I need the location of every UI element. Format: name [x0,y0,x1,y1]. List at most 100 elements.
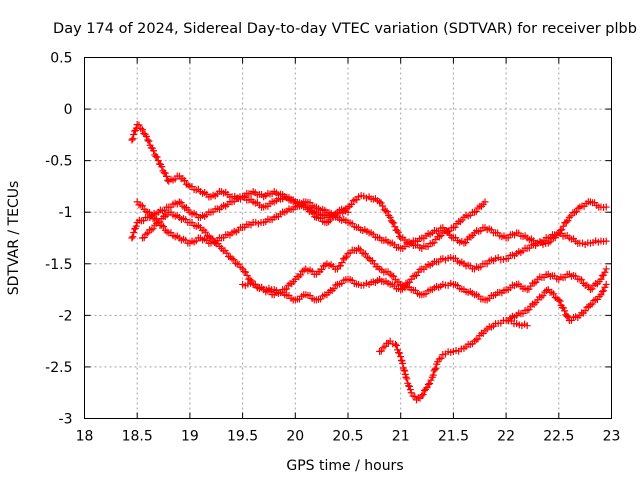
data-point [472,336,480,344]
data-point [326,216,334,224]
data-point [572,208,580,216]
data-point [597,275,605,283]
data-point [555,296,563,304]
data-point [232,259,240,267]
y-tick-label: 0.5 [50,51,72,67]
data-point [472,208,480,216]
data-point [406,386,414,394]
x-tick-label: 22.5 [543,429,574,445]
x-tick-label: 20 [286,429,304,445]
data-point [405,382,413,390]
axis-ticks: 18 18.5 19 19.5 20 20.5 21 21.5 22 22.5 23 0.5 0 -0.5… [45,51,620,445]
data-point [202,228,210,236]
series-track-7 [502,280,610,325]
data-point [129,135,137,143]
data-point [160,223,168,231]
data-point [430,239,438,247]
data-point [158,163,166,171]
data-point [377,199,385,207]
data-point [356,246,364,254]
data-point [140,234,148,242]
data-point [432,364,440,372]
data-point [161,169,169,177]
data-point [138,202,146,210]
data-point [376,198,384,206]
data-point [309,209,317,217]
data-point [567,212,575,220]
data-point [132,222,140,230]
data-point [379,344,387,352]
data-point [444,228,452,236]
data-point [481,198,489,206]
data-point [389,218,397,226]
chart-title: Day 174 of 2024, Sidereal Day-to-day VTE… [53,21,637,37]
data-point [341,254,349,262]
x-tick-label: 19 [181,429,199,445]
data-point [391,340,399,348]
data-point [590,281,598,289]
data-point [562,218,570,226]
series-track-3 [133,198,610,253]
data-point [348,200,356,208]
data-point [390,219,398,227]
data-point [396,349,404,357]
data-point [401,367,409,375]
data-point [177,199,185,207]
data-point [144,136,152,144]
x-tick-label: 20.5 [332,429,363,445]
data-point [297,271,305,279]
data-point [602,265,610,273]
data-point [396,232,404,240]
data-point [601,268,609,276]
data-point [399,359,407,367]
data-point [559,304,567,312]
data-point [284,281,292,289]
data-point [138,126,146,134]
data-point [422,385,430,393]
series-track-2 [128,192,489,252]
data-point [474,204,482,212]
data-point [181,177,189,185]
data-point [336,262,344,270]
data-point [383,208,391,216]
data-point [382,207,390,215]
data-point [230,256,238,264]
data-point [405,382,413,390]
data-point [558,226,566,234]
data-point [283,285,291,293]
series-track-4 [138,208,610,304]
data-point [426,380,434,388]
data-point [153,153,161,161]
data-point [391,223,399,231]
data-point [129,233,137,241]
data-point [342,253,350,261]
y-tick-label: -3 [59,412,73,428]
data-point [162,172,170,180]
data-point [602,237,610,245]
data-point [564,217,572,225]
data-point [362,250,370,258]
data-point [578,276,586,284]
data-point [403,375,411,383]
x-tick-label: 22 [497,429,515,445]
data-point [397,353,405,361]
data-point [539,292,547,300]
data-point [235,260,243,268]
grid [84,57,612,419]
y-tick-label: -0.5 [45,154,72,170]
data-point [419,390,427,398]
data-point [237,263,245,271]
data-point [349,197,357,205]
x-tick-label: 21.5 [438,429,469,445]
data-point [377,347,385,355]
x-tick-label: 23 [603,429,621,445]
data-point [300,266,308,274]
data-point [413,271,421,279]
data-point [150,147,158,155]
data-points [128,121,610,404]
data-point [559,222,567,230]
data-point [338,259,346,267]
data-point [423,384,431,392]
data-point [590,296,598,304]
data-point [332,281,340,289]
